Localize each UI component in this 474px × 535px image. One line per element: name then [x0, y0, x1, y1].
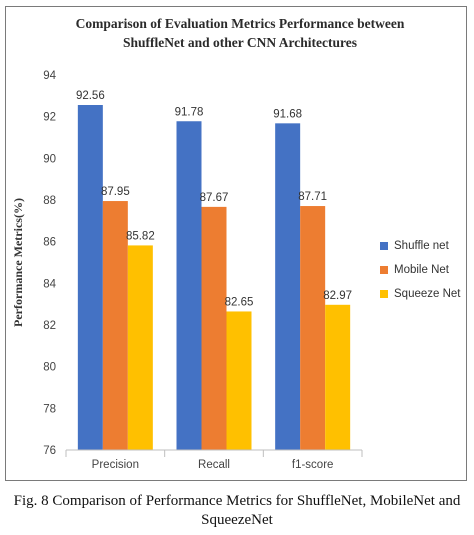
bar-squeeze-net-recall: [226, 311, 252, 450]
y-tick-label: 76: [43, 445, 56, 457]
bar-shuffle-net-recall: [176, 121, 202, 450]
legend-label: Mobile Net: [394, 264, 449, 276]
y-tick-label: 80: [43, 362, 56, 374]
data-label: 82.65: [225, 296, 254, 308]
bar-shuffle-net-precision: [77, 105, 103, 450]
x-tick-label: f1-score: [292, 459, 334, 471]
y-tick-label: 90: [43, 153, 56, 165]
y-tick-label: 94: [43, 70, 56, 82]
legend-swatch: [380, 290, 388, 298]
y-tick-label: 92: [43, 112, 56, 124]
bar-mobile-net-f1-score: [300, 206, 326, 450]
legend-label: Squeeze Net: [394, 288, 461, 300]
caption-line-2: SqueezeNet: [201, 512, 273, 528]
chart-title-line-2: ShuffleNet and other CNN Architectures: [123, 35, 357, 50]
data-label: 91.68: [273, 108, 302, 120]
y-axis-label: Performance Metrics(%): [11, 198, 25, 327]
bar-mobile-net-recall: [201, 206, 227, 450]
data-label: 85.82: [126, 230, 155, 242]
data-label: 87.71: [298, 191, 327, 203]
y-tick-label: 78: [43, 403, 56, 415]
bar-chart: 76 78 80 82 84 86 88 90 92 94 Performance Metrics(…: [11, 70, 363, 471]
legend-label: Shuffle net: [394, 240, 449, 252]
legend-item: Mobile Net: [380, 264, 449, 276]
x-tick-label: Recall: [198, 459, 230, 471]
legend-item: Shuffle net: [380, 240, 449, 252]
legend-swatch: [380, 242, 388, 250]
bar-squeeze-net-f1-score: [325, 304, 351, 450]
data-label: 92.56: [76, 90, 105, 102]
y-tick-label: 86: [43, 237, 56, 249]
chart-title: Comparison of Evaluation Metrics Perform…: [30, 14, 450, 52]
y-tick-label: 82: [43, 320, 56, 332]
legend-swatch: [380, 266, 388, 274]
bar-squeeze-net-precision: [127, 245, 153, 450]
data-label: 82.97: [323, 290, 352, 302]
data-label: 87.67: [200, 192, 229, 204]
caption-line-1: Fig. 8 Comparison of Performance Metrics…: [13, 493, 461, 509]
figure-caption: Fig. 8 Comparison of Performance Metrics…: [0, 492, 474, 530]
legend-item: Squeeze Net: [380, 288, 461, 300]
data-label: 87.95: [101, 186, 130, 198]
y-tick-label: 88: [43, 195, 56, 207]
x-tick-label: Precision: [92, 459, 139, 471]
data-label: 91.78: [175, 106, 204, 118]
y-tick-label: 84: [43, 278, 56, 290]
bar-shuffle-net-f1-score: [275, 123, 301, 450]
chart-title-line-1: Comparison of Evaluation Metrics Perform…: [75, 16, 405, 31]
bar-mobile-net-precision: [102, 201, 128, 450]
